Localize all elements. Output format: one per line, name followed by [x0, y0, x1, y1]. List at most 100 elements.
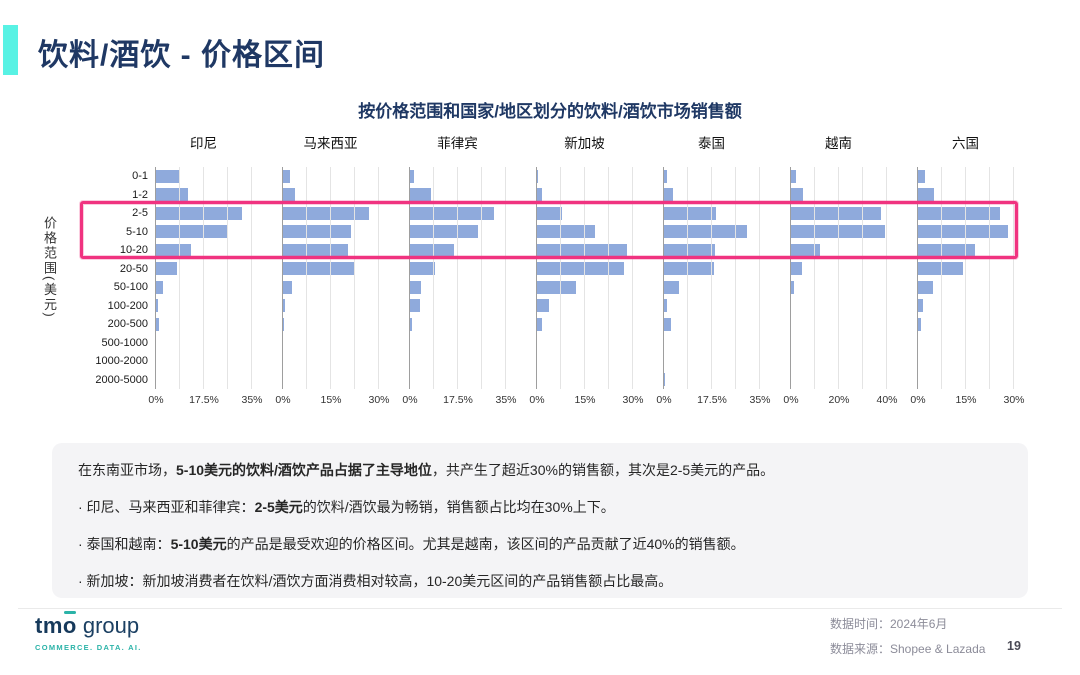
bar: [791, 262, 802, 276]
bar: [283, 262, 356, 276]
x-tick-label: 40%: [876, 394, 898, 406]
price-range-bar-chart: 价格范围(美元) 0-1 1-2 2-5 5-10 10-20 20-50 50-100 10…: [0, 128, 1080, 420]
bar-row: [918, 315, 1013, 334]
bar: [156, 299, 158, 313]
insight-text: · 泰国和越南：: [78, 536, 171, 552]
bar: [537, 188, 542, 202]
gridline: [306, 167, 307, 389]
x-tick-label: 20%: [828, 394, 850, 406]
bar: [664, 262, 714, 276]
bar: [791, 188, 803, 202]
page-title: 饮料/酒饮 - 价格区间: [38, 39, 325, 72]
bar-row: [410, 315, 505, 334]
bar: [283, 317, 285, 331]
bar-row: [283, 315, 378, 334]
bar-row: [664, 223, 759, 242]
bar: [664, 206, 716, 220]
bar-row: [156, 241, 251, 260]
gridline: [457, 167, 458, 389]
bar: [410, 206, 494, 220]
insight-line: 在东南亚市场，5-10美元的饮料/酒饮产品占据了主导地位，共产生了超近30%的销…: [78, 460, 1002, 480]
chart-panel-越南: 越南 0% 20% 40%: [783, 136, 897, 406]
logo-group-text: group: [82, 613, 140, 638]
panel-country-label: 马来西亚: [303, 136, 358, 151]
bar-row: [283, 241, 378, 260]
gridline: [814, 167, 815, 389]
bar-row: [537, 278, 632, 297]
bar-row: [283, 186, 378, 205]
bar: [156, 317, 159, 331]
x-axis-ticks: 0% 17.5% 35%: [656, 394, 770, 408]
bar-row: [791, 278, 886, 297]
gridline: [354, 167, 355, 389]
logo-tagline: COMMERCE. DATA. AI.: [35, 643, 142, 652]
bar: [537, 225, 595, 239]
title-accent-bar: [3, 25, 18, 75]
category-label: 0-1: [132, 170, 148, 182]
bar: [791, 169, 796, 183]
x-tick-label: 17.5%: [443, 394, 473, 406]
bar: [791, 243, 820, 257]
bar: [918, 169, 926, 183]
bar-row: [156, 223, 251, 242]
logo-wordmark: tmo group: [35, 613, 142, 639]
bar-row: [410, 223, 505, 242]
bar-row: [918, 223, 1013, 242]
chart-panels: 印尼 0% 17.5% 35% 马来西亚 0% 15% 30% 菲律宾 0% 17.5% 35% 新加坡…: [148, 136, 1024, 406]
bar-row: [537, 186, 632, 205]
bar-row: [537, 315, 632, 334]
gridline: [632, 167, 633, 389]
x-axis-ticks: 0% 20% 40%: [783, 394, 897, 408]
bar-row: [664, 315, 759, 334]
bar-row: [410, 278, 505, 297]
insight-text: · 新加坡：新加坡消费者在饮料/酒饮方面消费相对较高，10-20美元区间的产品销…: [78, 573, 673, 589]
bar-row: [664, 186, 759, 205]
category-label: 20-50: [119, 262, 148, 275]
chart-panel-马来西亚: 马来西亚 0% 15% 30%: [275, 136, 389, 406]
bar-row: [664, 371, 759, 390]
bar: [918, 225, 1008, 239]
bar: [283, 169, 290, 183]
bar-row: [664, 260, 759, 279]
bar-row: [156, 297, 251, 316]
gridline: [481, 167, 482, 389]
gridline: [735, 167, 736, 389]
insights-box: 在东南亚市场，5-10美元的饮料/酒饮产品占据了主导地位，共产生了超近30%的销…: [52, 443, 1028, 598]
bar: [537, 169, 539, 183]
x-tick-label: 0%: [275, 394, 291, 406]
bar-row: [918, 278, 1013, 297]
bar: [156, 169, 181, 183]
category-label: 50-100: [113, 281, 148, 293]
x-axis-ticks: 0% 15% 30%: [529, 394, 643, 408]
logo-tm-text: tmo: [35, 613, 77, 638]
bar-row: [283, 204, 378, 223]
bar-row: [664, 204, 759, 223]
bar-row: [918, 241, 1013, 260]
page-number: 19: [1007, 639, 1021, 653]
chart-panel-六国: 六国 0% 15% 30%: [910, 136, 1024, 406]
bar: [156, 225, 229, 239]
x-tick-label: 35%: [495, 394, 517, 406]
bar-row: [410, 167, 505, 186]
bar-row: [537, 241, 632, 260]
bar: [283, 243, 349, 257]
chart-panel-泰国: 泰国 0% 17.5% 35%: [656, 136, 770, 406]
bar-row: [918, 204, 1013, 223]
bar-row: [410, 297, 505, 316]
gridline: [687, 167, 688, 389]
bar-row: [664, 167, 759, 186]
x-tick-label: 35%: [241, 394, 263, 406]
bar: [283, 188, 296, 202]
bar: [410, 262, 435, 276]
bar-row: [156, 278, 251, 297]
x-tick-label: 0%: [402, 394, 418, 406]
x-tick-label: 15%: [955, 394, 977, 406]
x-tick-label: 0%: [783, 394, 799, 406]
bar: [156, 188, 189, 202]
bar-row: [156, 167, 251, 186]
x-axis-ticks: 0% 17.5% 35%: [148, 394, 262, 408]
x-axis-ticks: 0% 17.5% 35%: [402, 394, 516, 408]
bar: [664, 280, 680, 294]
bar: [156, 206, 243, 220]
gridline: [711, 167, 712, 389]
